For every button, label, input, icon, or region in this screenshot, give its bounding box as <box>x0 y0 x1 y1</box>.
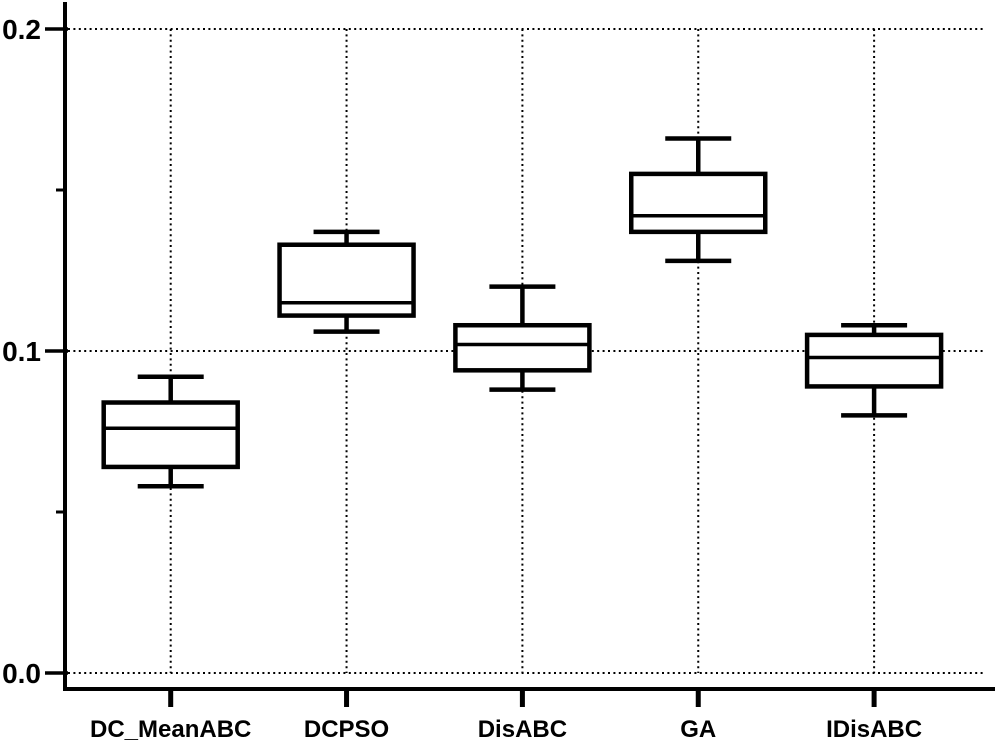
box-rect <box>804 332 944 389</box>
box-rect <box>629 171 768 235</box>
box-rect <box>277 242 416 318</box>
x-category-label: DC_MeanABC <box>90 716 251 743</box>
x-category-label: DCPSO <box>304 716 389 743</box>
x-category-label: DisABC <box>478 716 567 743</box>
y-tick-label: 0.2 <box>2 14 41 45</box>
y-tick-label: 0.0 <box>2 658 41 689</box>
y-tick-label: 0.1 <box>2 336 41 367</box>
x-category-label: IDisABC <box>826 716 922 743</box>
box-rect <box>453 322 592 373</box>
x-category-label: GA <box>680 716 716 743</box>
box-rect <box>101 400 240 470</box>
